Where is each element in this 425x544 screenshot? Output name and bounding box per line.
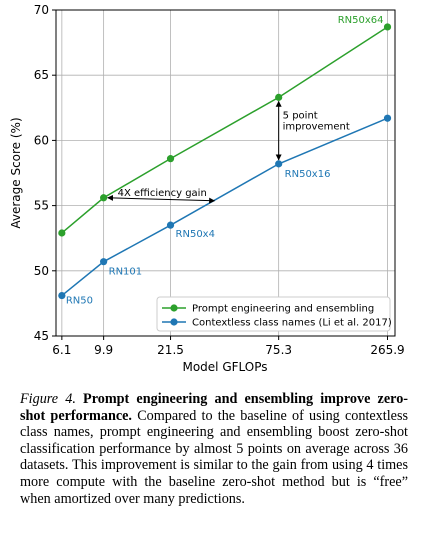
chart: 45 50 55 60 65 70 6.1 9.9 21.5 75.3 265.9 Model G… [0, 0, 425, 380]
x-tick-label: 75.3 [265, 343, 292, 357]
efficiency-label: 4X efficiency gain [118, 188, 207, 199]
improvement-label-line1: 5 point [283, 110, 318, 121]
data-point [58, 292, 65, 299]
x-axis: 6.1 9.9 21.5 75.3 265.9 [52, 336, 404, 357]
series-layer: RN50x64 RN50 RN101 RN50x4 RN50x16 [58, 15, 391, 307]
legend-entry: Contextless class names (Li et al. 2017) [192, 318, 392, 329]
legend-swatch-marker [170, 318, 177, 325]
data-point [100, 194, 107, 201]
data-point [275, 160, 282, 167]
x-tick-label: 265.9 [370, 343, 404, 357]
x-tick-label: 9.9 [94, 343, 113, 357]
x-axis-title: Model GFLOPs [182, 360, 267, 374]
legend: Prompt engineering and ensembling Context… [157, 297, 392, 331]
x-tick-label: 6.1 [52, 343, 71, 357]
plot-frame [56, 10, 395, 336]
series-contextless: RN50 RN101 RN50x4 RN50x16 [58, 115, 391, 307]
y-tick-label: 65 [34, 68, 49, 82]
legend-entry: Prompt engineering and ensembling [192, 304, 374, 315]
y-axis: 45 50 55 60 65 70 [34, 3, 56, 343]
data-point [167, 155, 174, 162]
point-label: RN50x16 [285, 169, 331, 180]
y-tick-label: 70 [34, 3, 49, 17]
figure-caption: Figure 4. Prompt engineering and ensembl… [20, 391, 408, 507]
y-axis-title: Average Score (%) [9, 117, 23, 228]
y-tick-label: 50 [34, 264, 49, 278]
data-point [100, 258, 107, 265]
point-label: RN50x4 [176, 229, 215, 240]
data-point [275, 94, 282, 101]
data-point [384, 23, 391, 30]
data-point [384, 115, 391, 122]
data-point [58, 229, 65, 236]
caption-figure-label: Figure 4. [20, 391, 76, 407]
y-tick-label: 60 [34, 133, 49, 147]
point-label: RN50 [66, 296, 93, 307]
legend-swatch-marker [170, 304, 177, 311]
grid [56, 10, 395, 336]
x-tick-label: 21.5 [157, 343, 184, 357]
y-tick-label: 55 [34, 199, 49, 213]
improvement-label-line2: improvement [283, 121, 350, 132]
data-point [167, 222, 174, 229]
y-tick-label: 45 [34, 329, 49, 343]
point-label: RN101 [109, 267, 143, 278]
point-label: RN50x64 [338, 15, 384, 26]
